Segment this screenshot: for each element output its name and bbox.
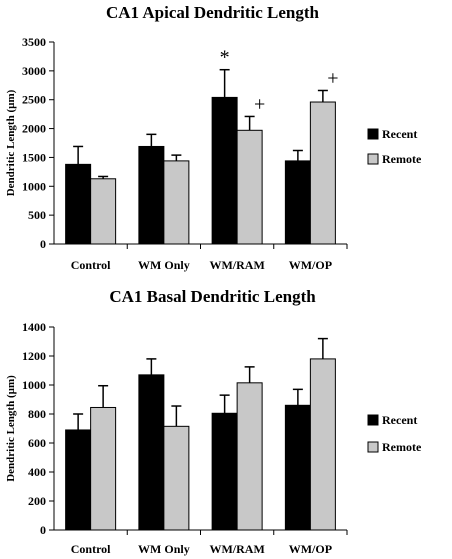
- x-tick-label: WM/OP: [289, 542, 332, 556]
- bar-remote: [309, 101, 336, 245]
- y-tick-label: 800: [28, 407, 46, 421]
- bar-recent: [211, 96, 238, 245]
- legend-label: Recent: [382, 127, 417, 141]
- bar-recent: [211, 412, 238, 531]
- y-tick-label: 1000: [22, 378, 46, 392]
- x-tick-label: Control: [71, 542, 111, 556]
- bar-remote: [309, 358, 336, 531]
- y-tick-label: 600: [28, 436, 46, 450]
- y-tick-label: 3000: [22, 64, 46, 78]
- chart-1: CA1 Apical Dendritic Length 0 500 1000 1500 2…: [5, 3, 422, 272]
- legend-label: Recent: [382, 413, 417, 427]
- chart-2: CA1 Basal Dendritic Length 0 200 400 600 800 1…: [5, 287, 422, 556]
- y-tick-label: 1400: [22, 320, 46, 334]
- x-tick-label: WM/RAM: [209, 542, 264, 556]
- bar-remote: [163, 160, 190, 245]
- x-tick-label: WM Only: [138, 542, 190, 556]
- legend-label: Remote: [382, 152, 422, 166]
- y-tick-label: 1200: [22, 349, 46, 363]
- y-tick-label: 2000: [22, 122, 46, 136]
- bar-recent: [65, 163, 92, 245]
- bar-remote: [163, 425, 190, 531]
- bar-recent: [65, 429, 92, 531]
- y-axis-label: Dendritic Length (µm): [5, 89, 17, 196]
- y-tick-label: 0: [40, 237, 46, 251]
- significance-marker: +: [327, 67, 338, 89]
- bar-recent: [284, 160, 311, 245]
- significance-marker: +: [254, 93, 265, 115]
- y-tick-label: 2500: [22, 93, 46, 107]
- y-tick-label: 1500: [22, 150, 46, 164]
- bar-recent: [138, 145, 165, 245]
- y-tick-label: 400: [28, 465, 46, 479]
- legend-label: Remote: [382, 440, 422, 454]
- bar-recent: [138, 374, 165, 531]
- bar-remote: [236, 129, 263, 245]
- y-tick-label: 0: [40, 523, 46, 537]
- bar-remote: [90, 406, 117, 531]
- bar-recent: [284, 404, 311, 531]
- y-tick-label: 500: [28, 208, 46, 222]
- significance-marker: *: [220, 47, 230, 69]
- x-tick-label: WM/OP: [289, 258, 332, 272]
- legend-swatch: [367, 441, 379, 453]
- x-tick-label: WM/RAM: [209, 258, 264, 272]
- y-tick-label: 200: [28, 494, 46, 508]
- chart-title: CA1 Apical Dendritic Length: [106, 3, 320, 22]
- legend-swatch: [367, 414, 379, 426]
- x-tick-label: Control: [71, 258, 111, 272]
- legend-swatch: [367, 128, 379, 140]
- legend-swatch: [367, 153, 379, 165]
- x-tick-label: WM Only: [138, 258, 190, 272]
- chart-title: CA1 Basal Dendritic Length: [109, 287, 316, 306]
- y-axis-label: Dendritic Length (µm): [5, 375, 17, 482]
- y-tick-label: 3500: [22, 35, 46, 49]
- bar-remote: [90, 178, 117, 245]
- bar-remote: [236, 382, 263, 531]
- y-tick-label: 1000: [22, 179, 46, 193]
